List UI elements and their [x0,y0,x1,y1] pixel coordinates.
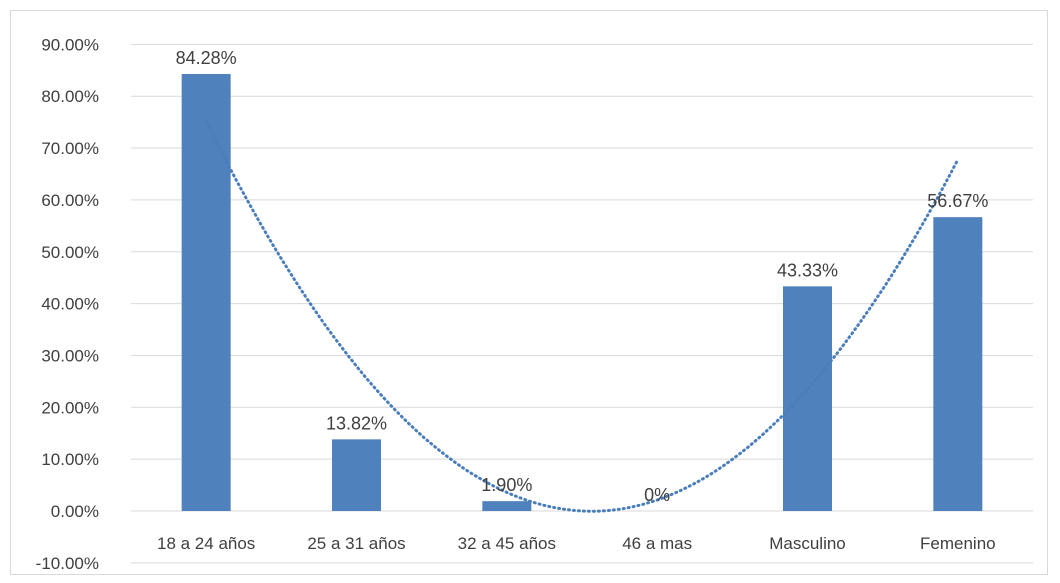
chart-plot: -10.00% 0.00% 10.00% 20.00% 30.00% 40.00% 50.0… [36,35,1033,573]
bar [482,501,532,511]
data-label: 13.82% [326,413,387,433]
bar [933,217,983,511]
data-label: 43.33% [777,260,838,280]
x-tick-label: Femenino [920,534,996,553]
x-tick-label: 32 a 45 años [458,534,556,553]
x-tick-label: 18 a 24 años [157,534,255,553]
data-label: 1.90% [481,475,532,495]
chart-frame: -10.00% 0.00% 10.00% 20.00% 30.00% 40.00% 50.0… [10,10,1048,575]
x-tick-label: 46 a mas [622,534,692,553]
y-tick-label: 80.00% [41,87,99,106]
x-tick-label: 25 a 31 años [307,534,405,553]
y-tick-label: 0.00% [51,502,99,521]
trendline [204,120,960,513]
y-tick-label: -10.00% [36,554,99,573]
y-tick-label: 50.00% [41,243,99,262]
y-tick-label: 40.00% [41,295,99,314]
y-tick-label: 10.00% [41,450,99,469]
y-tick-label: 20.00% [41,398,99,417]
y-tick-label: 70.00% [41,139,99,158]
y-tick-label: 60.00% [41,191,99,210]
bar [783,286,832,511]
bar [181,74,231,511]
y-tick-label: 90.00% [41,35,99,54]
x-tick-label: Masculino [769,534,846,553]
data-label: 56.67% [927,191,988,211]
data-label: 84.28% [176,48,237,68]
bar [332,439,381,511]
data-label: 0% [644,485,670,505]
y-tick-label: 30.00% [41,346,99,365]
